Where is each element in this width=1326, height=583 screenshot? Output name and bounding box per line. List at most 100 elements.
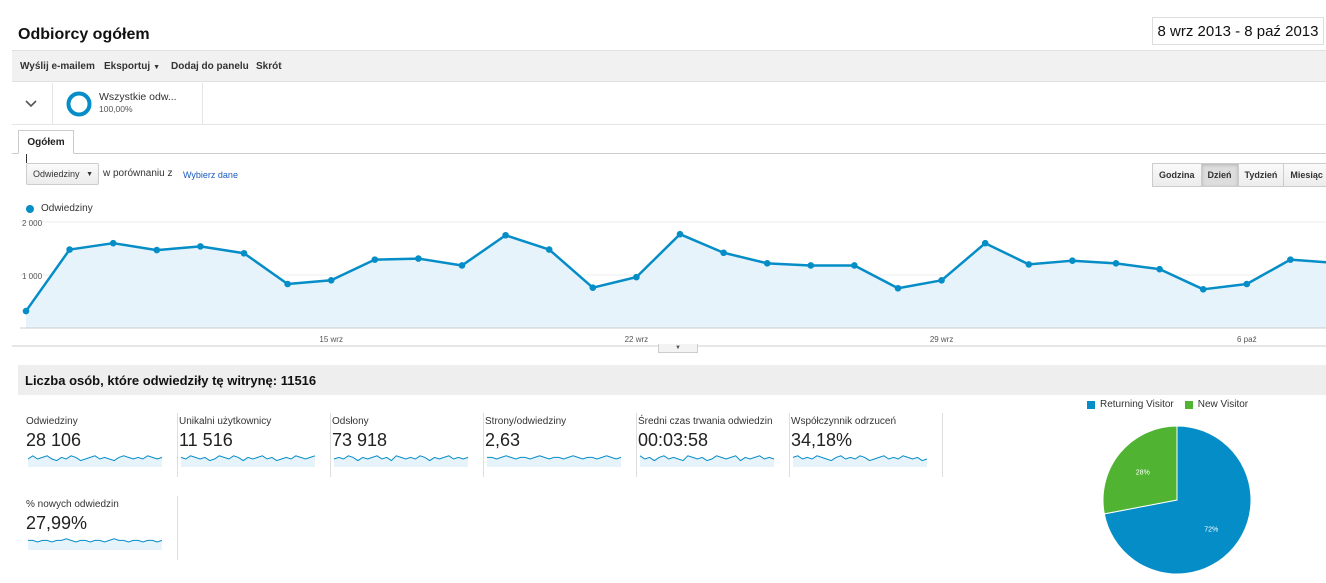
collapse-chart-handle[interactable]: ▼: [658, 344, 698, 353]
data-point[interactable]: [415, 255, 422, 262]
data-point[interactable]: [1287, 256, 1294, 263]
data-point[interactable]: [458, 262, 466, 269]
data-point[interactable]: [240, 249, 248, 257]
metric-select[interactable]: Odwiedziny ▼: [26, 163, 99, 185]
metric-card[interactable]: Współczynnik odrzuceń 34,18%: [791, 413, 943, 477]
data-point[interactable]: [589, 284, 597, 292]
metric-sparkline: [639, 455, 775, 467]
chart-legend-label: Odwiedziny: [41, 203, 93, 214]
metric-divider: [177, 496, 178, 560]
data-point[interactable]: [153, 246, 161, 254]
tab-underline: [12, 153, 1326, 154]
caret-down-icon: ▼: [153, 64, 161, 71]
pie-slice-label: 28%: [1136, 470, 1150, 477]
granularity-month-button[interactable]: Miesiąc: [1283, 163, 1326, 187]
data-point[interactable]: [22, 307, 30, 315]
metric-card[interactable]: Strony/odwiedziny 2,63: [485, 413, 637, 477]
data-point[interactable]: [763, 260, 771, 267]
granularity-hour-button[interactable]: Godzina: [1152, 163, 1202, 187]
date-range-picker[interactable]: 8 wrz 2013 - 8 paź 2013: [1152, 17, 1324, 45]
visits-line-chart: 1 000 2 000 15 wrz 22 wrz 29 wrz 6 paź: [12, 219, 1326, 347]
metric-sparkline: [487, 455, 622, 467]
segment-toggle[interactable]: [12, 83, 50, 124]
granularity-day-button[interactable]: Dzień: [1200, 163, 1239, 187]
chevron-down-icon: [25, 99, 37, 107]
compare-label: w porównaniu z: [103, 168, 173, 179]
data-point[interactable]: [371, 256, 379, 263]
page-title: Odbiorcy ogółem: [18, 26, 150, 43]
segment-donut-icon: [66, 91, 92, 117]
metric-card[interactable]: Średni czas trwania odwiedzin 00:03:58: [638, 413, 790, 477]
add-to-dashboard-button[interactable]: Dodaj do panelu: [171, 61, 249, 72]
metric-divider: [789, 413, 790, 477]
email-button[interactable]: Wyślij e-mailem: [20, 61, 95, 72]
data-point[interactable]: [1243, 280, 1251, 288]
metric-value: 27,99%: [26, 513, 88, 533]
metric-value: 28 106: [26, 430, 82, 450]
data-point[interactable]: [1156, 265, 1163, 273]
pie-legend: Returning Visitor New Visitor: [1087, 399, 1259, 410]
data-point[interactable]: [1025, 261, 1033, 268]
x-tick-label: 22 wrz: [625, 335, 649, 344]
granularity-week-button[interactable]: Tydzień: [1237, 163, 1285, 187]
pie-legend-item[interactable]: New Visitor: [1184, 399, 1248, 410]
pie-legend-item[interactable]: Returning Visitor: [1087, 399, 1174, 410]
metric-card[interactable]: Odwiedziny 28 106: [26, 413, 178, 477]
data-point[interactable]: [633, 273, 640, 281]
data-point[interactable]: [807, 262, 815, 269]
metric-label: Średni czas trwania odwiedzin: [638, 416, 773, 427]
series-dot-icon: [26, 204, 34, 213]
y-tick-label: 2 000: [22, 219, 43, 228]
metric-card[interactable]: % nowych odwiedzin 27,99%: [26, 496, 178, 560]
data-point[interactable]: [1112, 260, 1120, 267]
metric-sparkline: [792, 455, 928, 467]
data-point[interactable]: [720, 249, 727, 257]
pick-data-link[interactable]: Wybierz dane: [183, 170, 238, 180]
metric-label: Odwiedziny: [26, 416, 78, 427]
segment-bar: Wszystkie odw... 100,00%: [12, 83, 1326, 125]
pie-slice-new[interactable]: [1102, 425, 1178, 515]
metric-divider: [177, 413, 178, 477]
data-point[interactable]: [197, 243, 204, 250]
data-point[interactable]: [66, 246, 73, 253]
metric-value: 34,18%: [791, 430, 853, 450]
area-fill: [26, 234, 1326, 328]
data-point[interactable]: [109, 239, 117, 247]
export-menu[interactable]: Eksportuj ▼: [104, 61, 160, 72]
caret-down-icon: ▼: [86, 171, 93, 178]
visitor-type-pie: 72% 28%: [1102, 425, 1252, 575]
metric-card[interactable]: Odsłony 73 918: [332, 413, 484, 477]
metric-divider: [636, 413, 637, 477]
data-point[interactable]: [502, 231, 509, 239]
data-point[interactable]: [545, 246, 553, 253]
metric-card[interactable]: Unikalni użytkownicy 11 516: [179, 413, 331, 477]
data-point[interactable]: [1069, 257, 1076, 264]
metric-label: Unikalni użytkownicy: [179, 416, 272, 427]
data-point[interactable]: [894, 284, 902, 292]
metric-value: 11 516: [179, 430, 233, 450]
granularity-toggle: Godzina Dzień Tydzień Miesiąc: [1152, 163, 1326, 187]
pie-slice-returning[interactable]: [1103, 425, 1252, 575]
data-point[interactable]: [938, 277, 945, 284]
data-point[interactable]: [284, 280, 291, 288]
data-point[interactable]: [1199, 286, 1207, 293]
shortcut-button[interactable]: Skrót: [256, 61, 282, 72]
pie-slice-label: 72%: [1204, 526, 1218, 533]
data-point[interactable]: [676, 230, 684, 238]
metric-sparkline: [27, 455, 163, 467]
metric-label: % nowych odwiedzin: [26, 499, 119, 510]
metric-divider: [330, 413, 331, 477]
data-point[interactable]: [327, 277, 335, 284]
pie-legend-label: Returning Visitor: [1100, 399, 1174, 410]
metric-sparkline: [333, 455, 469, 467]
data-point[interactable]: [851, 262, 858, 269]
tab-overview[interactable]: Ogółem: [18, 130, 74, 154]
metric-label: Strony/odwiedziny: [485, 416, 567, 427]
metric-sparkline: [180, 455, 316, 467]
metric-select-value: Odwiedziny: [33, 169, 80, 179]
data-point[interactable]: [981, 239, 989, 247]
report-toolbar: Wyślij e-mailem Eksportuj ▼ Dodaj do pane…: [12, 50, 1326, 82]
segment-name[interactable]: Wszystkie odw...: [99, 91, 177, 103]
metric-sparkline: [28, 538, 163, 550]
metric-label: Odsłony: [332, 416, 369, 427]
